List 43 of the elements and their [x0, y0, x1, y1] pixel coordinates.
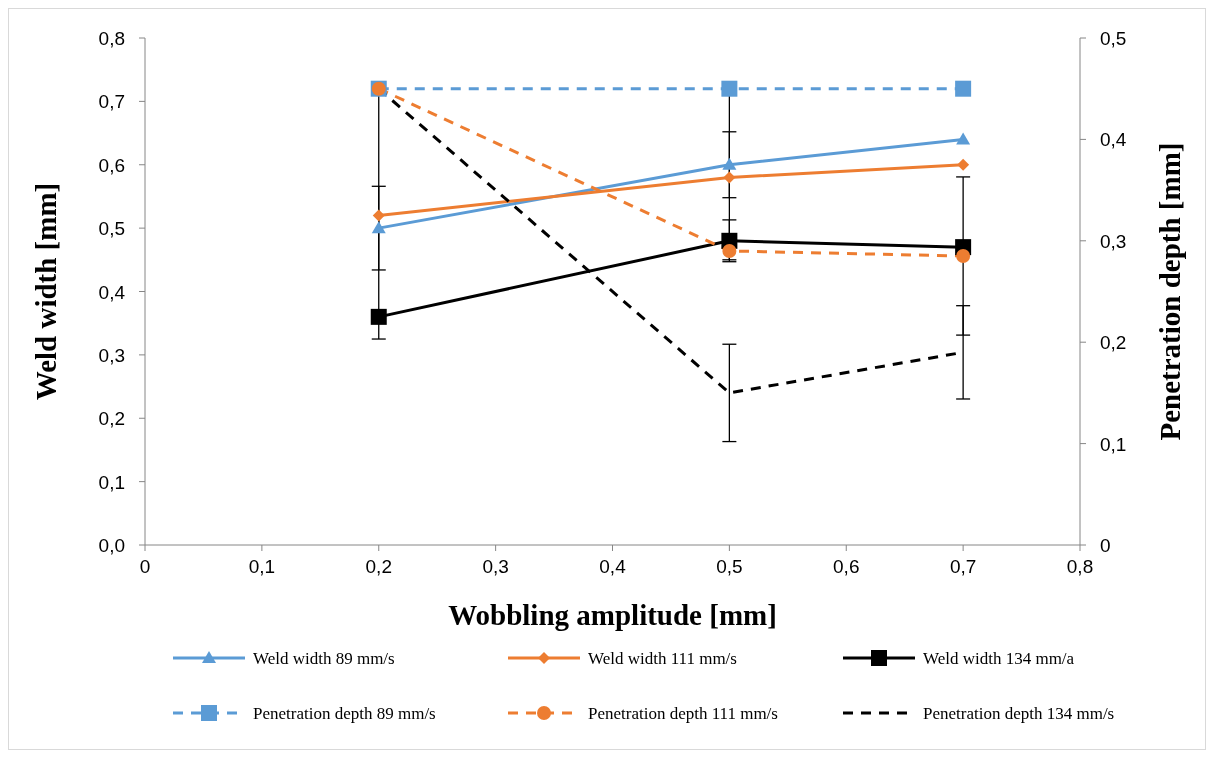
- x-tick-label: 0,4: [599, 556, 627, 577]
- y2-tick-label: 0,2: [1100, 332, 1127, 354]
- point: [956, 132, 971, 145]
- x-tick-label: 0,8: [1066, 556, 1094, 577]
- y2-tick-label: 0,5: [1100, 28, 1127, 49]
- y-tick-label: 0,1: [98, 471, 125, 493]
- y-tick-label: 0,6: [98, 154, 125, 176]
- x-tick-label: 0: [139, 556, 151, 577]
- y-tick-label: 0,3: [98, 344, 125, 366]
- point: [371, 221, 386, 234]
- legend-label: Weld width 111 mm/s: [588, 649, 737, 668]
- y2-tick-label: 0,3: [1100, 230, 1127, 252]
- y-tick-label: 0,8: [98, 28, 125, 49]
- point: [955, 80, 972, 97]
- point: [370, 308, 387, 325]
- x-tick-label: 0,1: [248, 556, 276, 577]
- y2-tick-label: 0,1: [1100, 433, 1127, 455]
- y2-tick-label: 0,4: [1100, 129, 1127, 151]
- legend-label: Penetration depth 89 mm/s: [253, 704, 436, 723]
- y-tick-label: 0,0: [98, 535, 125, 556]
- y2-tick-label: 0: [1100, 535, 1111, 556]
- legend-label: Weld width 134 mm/a: [923, 649, 1075, 668]
- y-tick-label: 0,7: [98, 91, 125, 113]
- y-tick-label: 0,2: [98, 408, 125, 430]
- y-tick-label: 0,4: [98, 281, 126, 303]
- point: [372, 209, 385, 222]
- y-tick-label: 0,5: [98, 218, 125, 240]
- legend-label: Penetration depth 134 mm/s: [923, 704, 1115, 723]
- x-tick-label: 0,7: [949, 556, 977, 577]
- point: [721, 80, 738, 97]
- x-tick-label: 0,6: [833, 556, 860, 577]
- x-tick-label: 0,3: [482, 556, 509, 577]
- x-tick-label: 0,2: [365, 556, 392, 577]
- y2-axis-title: Penetration depth [mm]: [1154, 142, 1186, 441]
- x-axis-title: Wobbling amplitude [mm]: [448, 599, 777, 631]
- point: [722, 157, 737, 170]
- point: [723, 171, 736, 184]
- legend-label: Weld width 89 mm/s: [253, 649, 395, 668]
- y-axis-title: Weld width [mm]: [30, 182, 62, 401]
- legend-label: Penetration depth 111 mm/s: [588, 704, 778, 723]
- point: [956, 249, 971, 264]
- x-tick-label: 0,5: [716, 556, 743, 577]
- point: [957, 158, 970, 171]
